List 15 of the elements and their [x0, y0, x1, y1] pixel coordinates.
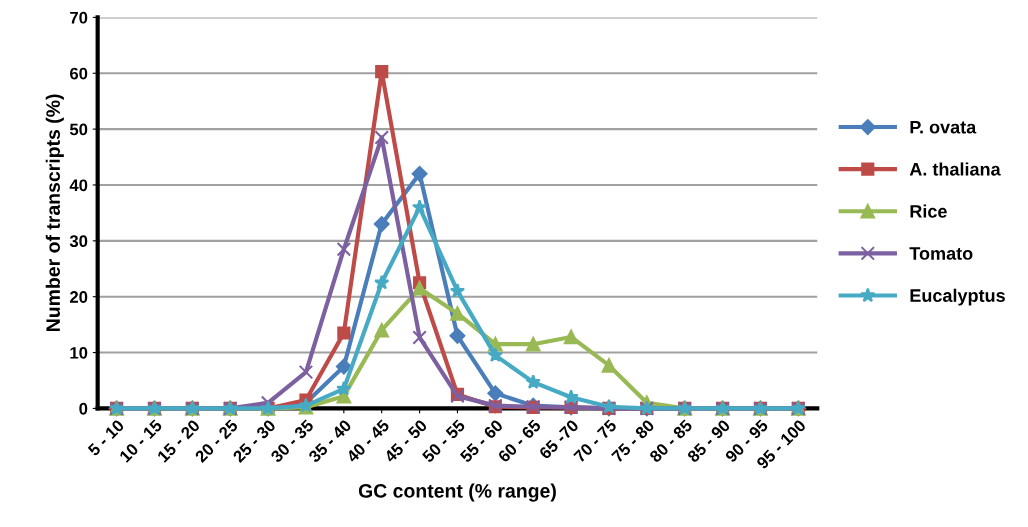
x-axis-title: GC content (% range): [358, 483, 556, 502]
legend-label: P. ovata: [910, 120, 977, 134]
y-tick-label: 60: [70, 67, 88, 80]
legend-label: Eucalyptus: [910, 288, 1005, 306]
y-tick-label: 50: [69, 123, 88, 136]
y-tick-label: 10: [70, 346, 88, 359]
legend-label: Rice: [910, 204, 947, 218]
y-tick-label: 70: [70, 11, 88, 24]
y-tick-label: 30: [69, 235, 88, 248]
y-tick-label: 40: [69, 179, 88, 192]
y-tick-label: 0: [79, 402, 88, 415]
legend-label: Tomato: [909, 247, 973, 260]
y-axis-title: Number of transcripts (%): [45, 94, 64, 331]
legend-label: A. thaliana: [909, 162, 1001, 176]
y-tick-label: 20: [69, 291, 88, 303]
